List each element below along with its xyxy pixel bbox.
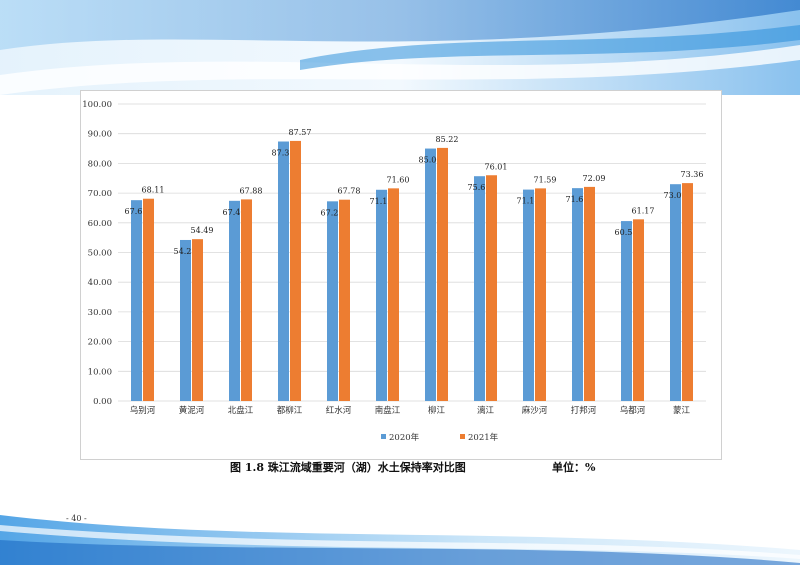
bar-2020: [572, 188, 583, 401]
y-tick-label: 80.00: [88, 159, 112, 169]
legend-swatch-2020: [381, 434, 386, 439]
bar-2021: [388, 188, 399, 401]
figure-caption: 图 1.8 珠江流域重要河（湖）水土保持率对比图: [230, 461, 466, 474]
x-category-label: 打邦河: [571, 405, 597, 416]
unit-label: 单位：%: [552, 461, 596, 474]
bar-2020: [376, 189, 387, 401]
page-number: - 40 -: [66, 514, 87, 523]
x-category-label: 黄泥河: [179, 405, 205, 416]
data-label: 87.37: [272, 149, 295, 158]
data-label: 72.09: [583, 174, 606, 183]
bar-2020: [180, 239, 191, 401]
bar-2021: [241, 199, 252, 401]
bar-2021: [290, 140, 301, 401]
x-category-label: 乌别河: [130, 405, 156, 416]
x-category-label: 南盘江: [375, 405, 401, 416]
bar-2021: [682, 183, 693, 401]
bar-2020: [131, 200, 142, 401]
y-tick-label: 40.00: [88, 278, 112, 288]
x-category-label: 都柳江: [277, 405, 303, 416]
x-category-label: 蒙江: [673, 405, 691, 416]
data-label: 71.60: [387, 175, 410, 184]
y-tick-label: 90.00: [88, 130, 112, 140]
bar-2021: [437, 147, 448, 401]
y-tick-label: 50.00: [88, 249, 112, 259]
x-category-label: 漓江: [477, 405, 495, 416]
x-category-label: 红水河: [326, 405, 352, 416]
y-tick-label: 60.00: [88, 219, 112, 229]
y-tick-label: 70.00: [88, 189, 112, 199]
x-category-label: 柳江: [428, 405, 446, 416]
data-label: 71.67: [566, 195, 589, 204]
bar-2021: [339, 199, 350, 401]
legend-label: 2021年: [468, 432, 499, 443]
bar-2020: [229, 200, 240, 401]
y-tick-label: 20.00: [88, 338, 112, 348]
bar-2020: [621, 221, 632, 401]
data-label: 85.22: [436, 135, 459, 144]
bar-2021: [535, 188, 546, 401]
bar-2020: [474, 176, 485, 401]
bar-2020: [425, 148, 436, 401]
bar-2021: [192, 239, 203, 401]
data-label: 73.00: [664, 191, 687, 200]
chart-area: 0.00 10.00 20.00 30.00 40.00 50.00 60.00 70.00 8…: [80, 90, 722, 460]
bar-2021: [633, 219, 644, 401]
data-label: 61.17: [632, 206, 655, 215]
bar-2021: [143, 198, 154, 401]
x-category-label: 乌都河: [620, 405, 646, 416]
data-label: 54.22: [174, 247, 197, 256]
x-category-label: 北盘江: [228, 405, 254, 416]
data-label: 71.18: [517, 197, 540, 206]
data-label: 71.59: [534, 175, 557, 184]
bar-2020: [670, 184, 681, 401]
header-wave-decoration: [0, 0, 800, 95]
bar-2021: [584, 186, 595, 401]
legend-swatch-2021: [460, 434, 465, 439]
data-label: 75.69: [468, 183, 491, 192]
data-label: 60.58: [615, 228, 638, 237]
data-label: 67.40: [223, 208, 246, 217]
data-label: 54.49: [191, 226, 214, 235]
x-category-label: 麻沙河: [522, 405, 548, 416]
y-tick-label: 30.00: [88, 308, 112, 318]
data-label: 67.62: [125, 207, 148, 216]
bar-2020: [278, 141, 289, 401]
data-label: 73.36: [681, 170, 704, 179]
data-label: 67.23: [321, 208, 344, 217]
bar-2020: [523, 189, 534, 401]
data-label: 68.11: [142, 186, 165, 195]
bar-2021: [486, 175, 497, 401]
y-tick-label: 100.00: [82, 100, 112, 110]
data-label: 71.12: [370, 197, 393, 206]
data-label: 87.57: [289, 128, 312, 137]
data-label: 67.78: [338, 187, 361, 196]
y-tick-label: 10.00: [88, 367, 112, 377]
y-tick-label: 0.00: [93, 397, 112, 407]
data-label: 67.88: [240, 186, 263, 195]
data-label: 85.00: [419, 156, 442, 165]
data-label: 76.01: [485, 162, 508, 171]
bar-2020: [327, 201, 338, 401]
bar-chart: 0.00 10.00 20.00 30.00 40.00 50.00 60.00 70.00 8…: [82, 100, 706, 443]
legend-label: 2020年: [389, 432, 420, 443]
footer-wave-decoration: [0, 515, 800, 565]
